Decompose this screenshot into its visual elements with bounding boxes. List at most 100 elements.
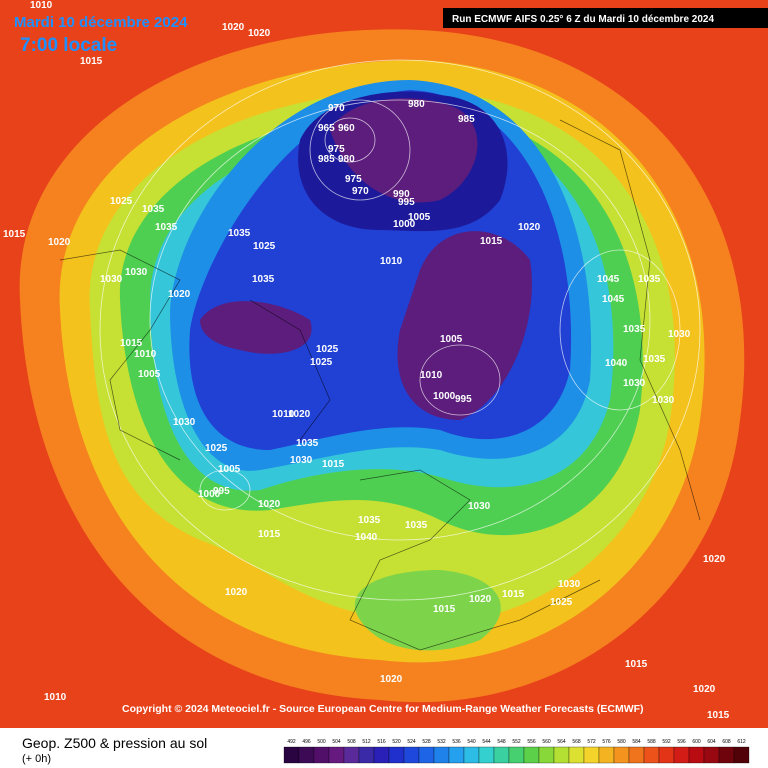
- pressure-label: 1020: [48, 237, 71, 248]
- pressure-label: 1020: [225, 587, 248, 598]
- legend-tick: 520: [392, 739, 401, 745]
- pressure-label: 1010: [134, 349, 157, 360]
- color-swatch: [358, 746, 375, 764]
- legend-tick: 552: [512, 739, 521, 745]
- legend-tick: 588: [647, 739, 656, 745]
- color-swatch: [703, 746, 720, 764]
- pressure-label: 1035: [638, 274, 661, 285]
- color-swatch: [733, 746, 750, 764]
- pressure-label: 1005: [218, 464, 241, 475]
- legend-tick: 564: [557, 739, 566, 745]
- color-swatch: [568, 746, 585, 764]
- color-swatch: [688, 746, 705, 764]
- pressure-label: 1030: [100, 274, 123, 285]
- pressure-label: 1020: [380, 674, 403, 685]
- pressure-label: 1015: [3, 229, 26, 240]
- legend-tick: 496: [302, 739, 311, 745]
- legend-tick: 596: [677, 739, 686, 745]
- pressure-label: 1005: [408, 212, 431, 223]
- color-swatch: [433, 746, 450, 764]
- pressure-label: 1020: [469, 594, 492, 605]
- color-swatch: [313, 746, 330, 764]
- legend-tick: 592: [662, 739, 671, 745]
- pressure-label: 1015: [258, 529, 281, 540]
- pressure-label: 1020: [288, 409, 311, 420]
- pressure-label: 1020: [168, 289, 191, 300]
- legend-tick: 532: [437, 739, 446, 745]
- copyright: Copyright © 2024 Meteociel.fr - Source E…: [122, 703, 644, 715]
- pressure-label: 975: [345, 174, 362, 185]
- legend-tick: 544: [482, 739, 491, 745]
- pressure-label: 1030: [652, 395, 675, 406]
- pressure-label: 1015: [322, 459, 345, 470]
- pressure-label: 995: [213, 486, 230, 497]
- legend-tick: 512: [362, 739, 371, 745]
- pressure-label: 1015: [502, 589, 525, 600]
- color-swatch: [343, 746, 360, 764]
- zone: [330, 98, 478, 203]
- pressure-label: 1030: [173, 417, 196, 428]
- color-swatch: [613, 746, 630, 764]
- color-swatch: [643, 746, 660, 764]
- pressure-label: 985: [318, 154, 335, 165]
- pressure-label: 1030: [623, 378, 646, 389]
- legend-tick: 560: [542, 739, 551, 745]
- color-swatch: [478, 746, 495, 764]
- pressure-label: 1015: [80, 56, 103, 67]
- pressure-label: 1030: [668, 329, 691, 340]
- legend-tick: 604: [707, 739, 716, 745]
- legend-title: Geop. Z500 & pression au sol: [22, 735, 207, 751]
- pressure-label: 1020: [258, 499, 281, 510]
- zone: [354, 570, 501, 651]
- pressure-label: 1045: [597, 274, 620, 285]
- legend-tick: 540: [467, 739, 476, 745]
- color-swatch: [328, 746, 345, 764]
- pressure-label: 1000: [198, 489, 221, 500]
- pressure-label: 1035: [358, 515, 381, 526]
- pressure-label: 1035: [405, 520, 428, 531]
- legend-tick: 608: [722, 739, 731, 745]
- pressure-label: 1015: [120, 338, 143, 349]
- pressure-label: 1030: [558, 579, 581, 590]
- color-swatch: [403, 746, 420, 764]
- pressure-label: 1035: [643, 354, 666, 365]
- color-swatch: [373, 746, 390, 764]
- legend-tick: 548: [497, 739, 506, 745]
- pressure-label: 970: [352, 186, 369, 197]
- color-swatch: [523, 746, 540, 764]
- pressure-label: 1020: [703, 554, 726, 565]
- legend-tick: 500: [317, 739, 326, 745]
- pressure-label: 1015: [480, 236, 503, 247]
- pressure-label: 975: [328, 144, 345, 155]
- pressure-label: 1010: [30, 0, 53, 11]
- pressure-label: 1035: [252, 274, 275, 285]
- pressure-label: 1035: [228, 228, 251, 239]
- legend-tick: 556: [527, 739, 536, 745]
- legend-tick: 580: [617, 739, 626, 745]
- run-info: Run ECMWF AIFS 0.25° 6 Z du Mardi 10 déc…: [452, 14, 714, 25]
- pressure-label: 980: [408, 99, 425, 110]
- legend-tick: 508: [347, 739, 356, 745]
- pressure-label: 970: [328, 103, 345, 114]
- pressure-label: 1025: [205, 443, 228, 454]
- legend-tick: 584: [632, 739, 641, 745]
- pressure-label: 1035: [623, 324, 646, 335]
- pressure-label: 1045: [602, 294, 625, 305]
- pressure-label: 980: [338, 154, 355, 165]
- pressure-label: 1010: [380, 256, 403, 267]
- pressure-label: 1000: [433, 391, 456, 402]
- pressure-label: 1015: [433, 604, 456, 615]
- pressure-label: 1020: [518, 222, 541, 233]
- legend-tick: 568: [572, 739, 581, 745]
- pressure-label: 1040: [355, 532, 378, 543]
- color-swatch: [493, 746, 510, 764]
- pressure-label: 1025: [110, 196, 133, 207]
- pressure-label: 1025: [310, 357, 333, 368]
- pressure-label: 990: [393, 189, 410, 200]
- color-swatch: [448, 746, 465, 764]
- color-swatch: [388, 746, 405, 764]
- pressure-label: 1010: [420, 370, 443, 381]
- pressure-label: 1020: [693, 684, 716, 695]
- pressure-label: 960: [338, 123, 355, 134]
